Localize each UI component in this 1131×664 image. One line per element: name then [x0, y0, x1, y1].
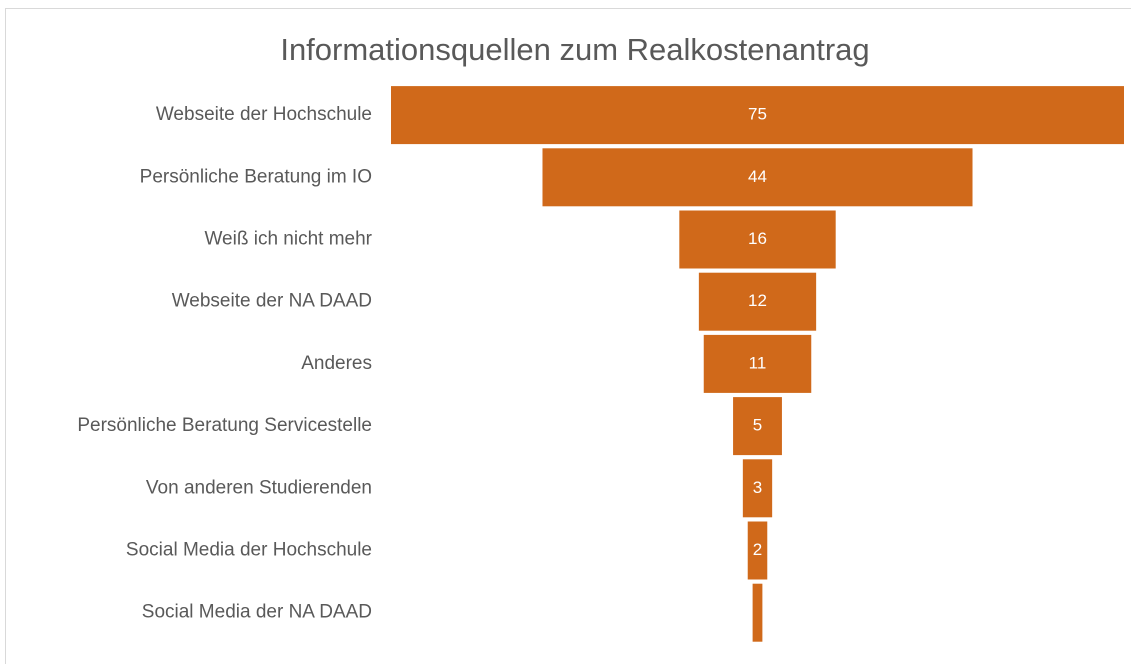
chart-title: Informationsquellen zum Realkostenantrag [280, 32, 869, 67]
value-label: 2 [753, 540, 762, 559]
bar [742, 459, 773, 518]
category-label: Social Media der NA DAAD [142, 602, 372, 623]
category-label: Persönliche Beratung im IO [140, 166, 372, 187]
category-label: Webseite der NA DAAD [172, 291, 372, 312]
bar [752, 583, 763, 642]
category-label: Social Media der Hochschule [126, 540, 372, 561]
category-label: Persönliche Beratung Servicestelle [77, 415, 372, 436]
value-label: 16 [748, 229, 767, 248]
category-label: Webseite der Hochschule [156, 104, 372, 125]
bar [747, 521, 768, 580]
value-label: 44 [748, 167, 767, 186]
category-label: Anderes [301, 353, 372, 374]
bar [733, 397, 782, 456]
category-label: Von anderen Studierenden [146, 477, 372, 498]
value-label: 12 [748, 291, 767, 310]
bar [679, 210, 836, 269]
bar [542, 148, 973, 207]
value-label: 3 [753, 478, 762, 497]
bar [391, 86, 1124, 145]
value-label: 11 [749, 353, 767, 372]
value-label: 5 [753, 416, 762, 435]
bar [703, 334, 812, 393]
value-label: 75 [748, 105, 767, 124]
chart-border [5, 8, 1131, 664]
category-label: Weiß ich nicht mehr [204, 229, 372, 250]
bar [698, 272, 817, 331]
